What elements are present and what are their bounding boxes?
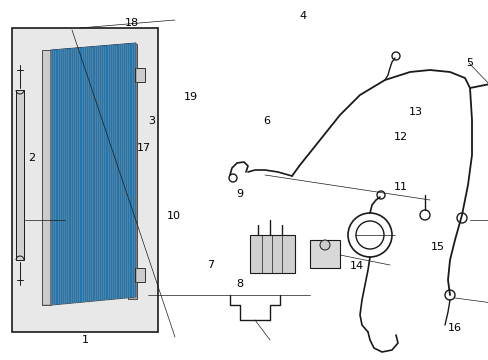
Text: 14: 14 xyxy=(349,261,363,271)
Polygon shape xyxy=(51,43,136,305)
Bar xyxy=(135,68,145,82)
Text: 13: 13 xyxy=(408,107,422,117)
Text: 17: 17 xyxy=(137,143,151,153)
Bar xyxy=(309,240,339,268)
Bar xyxy=(12,28,158,332)
Text: 7: 7 xyxy=(206,260,213,270)
Text: 15: 15 xyxy=(430,242,444,252)
Text: 3: 3 xyxy=(148,116,155,126)
Text: 6: 6 xyxy=(263,116,269,126)
Text: 16: 16 xyxy=(447,323,461,333)
Text: 18: 18 xyxy=(125,18,139,28)
Bar xyxy=(128,44,137,299)
Bar xyxy=(135,268,145,282)
Bar xyxy=(43,51,50,304)
Text: 2: 2 xyxy=(28,153,35,163)
Text: 10: 10 xyxy=(166,211,180,221)
Text: 12: 12 xyxy=(393,132,407,142)
Bar xyxy=(16,90,24,260)
Text: 5: 5 xyxy=(465,58,472,68)
Circle shape xyxy=(319,240,329,250)
Text: 9: 9 xyxy=(236,189,243,199)
Bar xyxy=(42,50,51,305)
Polygon shape xyxy=(51,43,136,305)
Text: 1: 1 xyxy=(82,335,89,345)
Text: 11: 11 xyxy=(393,182,407,192)
Text: 8: 8 xyxy=(236,279,243,289)
Bar xyxy=(129,45,136,298)
Bar xyxy=(249,235,294,273)
Text: 4: 4 xyxy=(299,11,306,21)
Text: 19: 19 xyxy=(183,92,197,102)
